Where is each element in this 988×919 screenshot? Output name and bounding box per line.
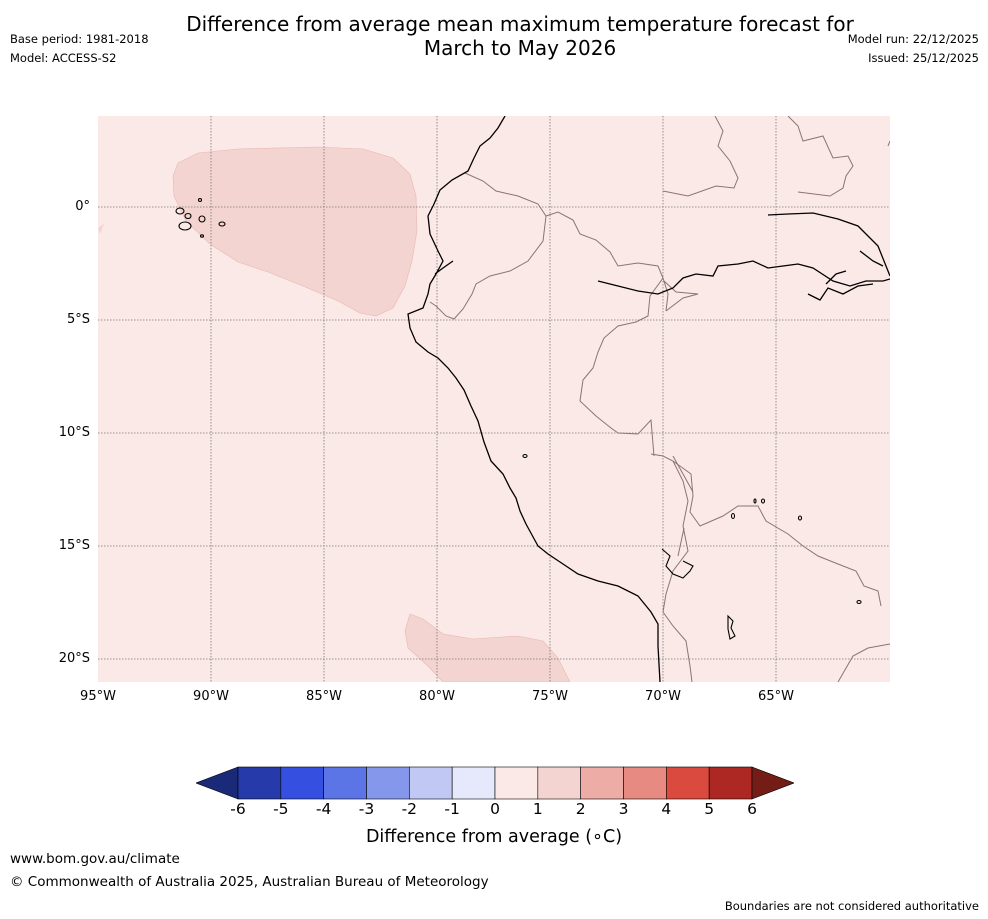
lon-tick-90w: 90°W: [193, 689, 229, 704]
colorbar-extend-low: [196, 766, 239, 800]
colorbar-segment: [237, 766, 282, 800]
colorbar-label: -5: [273, 800, 289, 818]
forecast-map: [98, 116, 890, 682]
country-borders: [429, 116, 890, 682]
footer-disclaimer: Boundaries are not considered authoritat…: [724, 899, 979, 913]
colorbar-label: 5: [704, 800, 715, 818]
colorbar-segment: [451, 766, 496, 800]
colorbar-segment: [708, 766, 753, 800]
colorbar-segment: [580, 766, 624, 800]
anomaly-region-south: [404, 613, 571, 682]
lon-tick-95w: 95°W: [80, 689, 116, 704]
lat-tick-10s: 10°S: [58, 425, 90, 440]
colorbar-extend-high: [751, 766, 794, 800]
coastlines: [407, 116, 890, 682]
colorbar-segment: [666, 766, 710, 800]
lon-tick-75w: 75°W: [532, 689, 568, 704]
lon-tick-70w: 70°W: [645, 689, 681, 704]
colorbar: [196, 766, 794, 800]
colorbar-segment: [409, 766, 453, 800]
lat-tick-20s: 20°S: [58, 651, 90, 666]
footer-url: www.bom.gov.au/climate: [10, 851, 180, 867]
lat-tick-5s: 5°S: [66, 312, 90, 327]
colorbar-segment: [323, 766, 367, 800]
footer-copyright: © Commonwealth of Australia 2025, Austra…: [10, 874, 489, 890]
anomaly-fleck: [98, 224, 104, 234]
colorbar-label: -1: [444, 800, 460, 818]
model-run: Model run: 22/12/2025: [847, 32, 979, 46]
colorbar-label: -6: [230, 800, 246, 818]
colorbar-title: Difference from average (∘C): [365, 827, 623, 847]
colorbar-label: -4: [315, 800, 332, 818]
colorbar-label: 0: [490, 800, 500, 818]
lon-tick-85w: 85°W: [306, 689, 342, 704]
title-line-2: March to May 2026: [423, 36, 617, 60]
colorbar-label: 4: [661, 800, 672, 818]
anomaly-region-galapagos: [172, 146, 418, 317]
colorbar-label: 6: [747, 800, 757, 818]
lon-tick-80w: 80°W: [419, 689, 455, 704]
colorbar-segment: [537, 766, 581, 800]
chart-title: Difference from average mean maximum tem…: [0, 12, 988, 60]
colorbar-label: -3: [358, 800, 375, 818]
title-line-1: Difference from average mean maximum tem…: [186, 12, 854, 36]
colorbar-segment: [494, 766, 539, 800]
lat-tick-0: 0°: [75, 199, 90, 214]
issued-date: Issued: 25/12/2025: [868, 51, 979, 65]
colorbar-segment: [280, 766, 324, 800]
colorbar-label: 2: [575, 800, 586, 818]
colorbar-label: 3: [618, 800, 629, 818]
lat-tick-15s: 15°S: [58, 538, 90, 553]
islands-lakes: [175, 197, 862, 640]
graticule: [98, 116, 890, 682]
colorbar-segment: [366, 766, 410, 800]
lon-tick-65w: 65°W: [758, 689, 794, 704]
colorbar-label: 1: [532, 800, 543, 818]
colorbar-label: -2: [401, 800, 418, 818]
model-name: Model: ACCESS-S2: [10, 51, 117, 65]
base-period: Base period: 1981-2018: [10, 32, 149, 46]
colorbar-segment: [623, 766, 667, 800]
